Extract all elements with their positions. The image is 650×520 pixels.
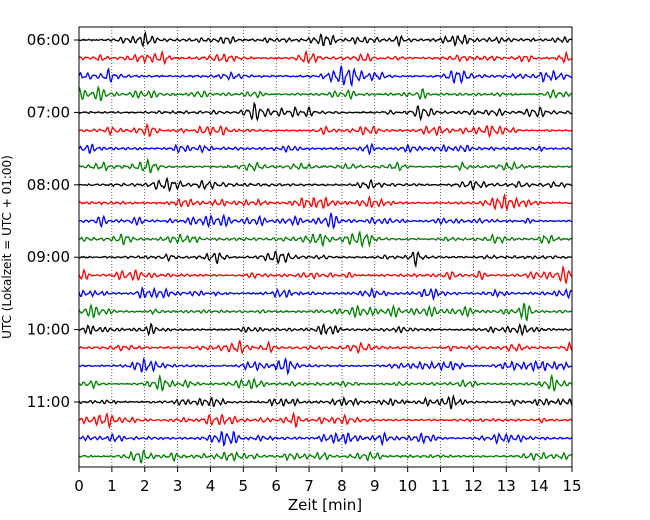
x-tick-label: 2	[140, 477, 150, 495]
x-axis-label: Zeit [min]	[288, 496, 362, 514]
trace-0630	[78, 65, 572, 88]
trace-1145	[78, 449, 572, 464]
y-tick-label: 09:00	[27, 248, 70, 266]
trace-1000	[78, 322, 573, 337]
trace-0700	[78, 101, 573, 122]
x-tick-label: 0	[74, 477, 84, 495]
x-tick-label: 15	[562, 477, 581, 495]
y-tick-label: 08:00	[27, 176, 70, 194]
trace-1115	[78, 411, 573, 430]
y-tick-label: 06:00	[27, 31, 70, 49]
plot-background	[79, 27, 572, 467]
plot-frame	[78, 26, 573, 468]
x-tick-label: 3	[173, 477, 183, 495]
x-tick-label: 13	[497, 477, 516, 495]
trace-0645	[78, 85, 573, 102]
trace-0600	[78, 30, 573, 48]
y-tick-label: 07:00	[27, 103, 70, 121]
x-tick-label: 14	[530, 477, 549, 495]
x-tick-label: 4	[206, 477, 216, 495]
trace-0830	[78, 212, 572, 230]
x-axis-ticks: 0 1 2 3 4 5 6 7 8 9 10 11 12 13 14 15	[74, 467, 582, 495]
trace-0800	[78, 176, 573, 193]
trace-0815	[78, 192, 573, 212]
trace-1015	[78, 339, 573, 355]
x-tick-label: 5	[239, 477, 249, 495]
x-tick-label: 11	[431, 477, 450, 495]
trace-1130	[78, 430, 573, 448]
y-axis-label: UTC (Lokalzeit = UTC + 01:00)	[0, 155, 14, 339]
trace-0945	[78, 302, 573, 322]
traces	[78, 30, 573, 464]
trace-1045	[78, 373, 573, 393]
y-axis-ticks: 06:00 07:00 08:00 09:00 10:00 11:00	[27, 31, 79, 411]
trace-0730	[78, 142, 573, 156]
x-tick-label: 1	[107, 477, 117, 495]
trace-1100	[78, 394, 573, 410]
trace-0745	[78, 157, 573, 174]
trace-0615	[78, 49, 573, 66]
x-tick-label: 9	[370, 477, 380, 495]
trace-0915	[78, 264, 573, 285]
x-tick-label: 7	[304, 477, 314, 495]
x-tick-label: 8	[337, 477, 347, 495]
grid-lines	[111, 27, 540, 467]
x-tick-label: 12	[464, 477, 483, 495]
x-tick-label: 10	[398, 477, 417, 495]
trace-0930	[78, 286, 573, 302]
x-tick-label: 6	[271, 477, 281, 495]
trace-0845	[78, 229, 573, 249]
y-tick-label: 10:00	[27, 321, 70, 339]
trace-0715	[78, 122, 572, 138]
y-tick-label: 11:00	[27, 393, 70, 411]
trace-1030	[78, 356, 573, 376]
trace-0900	[78, 250, 572, 269]
